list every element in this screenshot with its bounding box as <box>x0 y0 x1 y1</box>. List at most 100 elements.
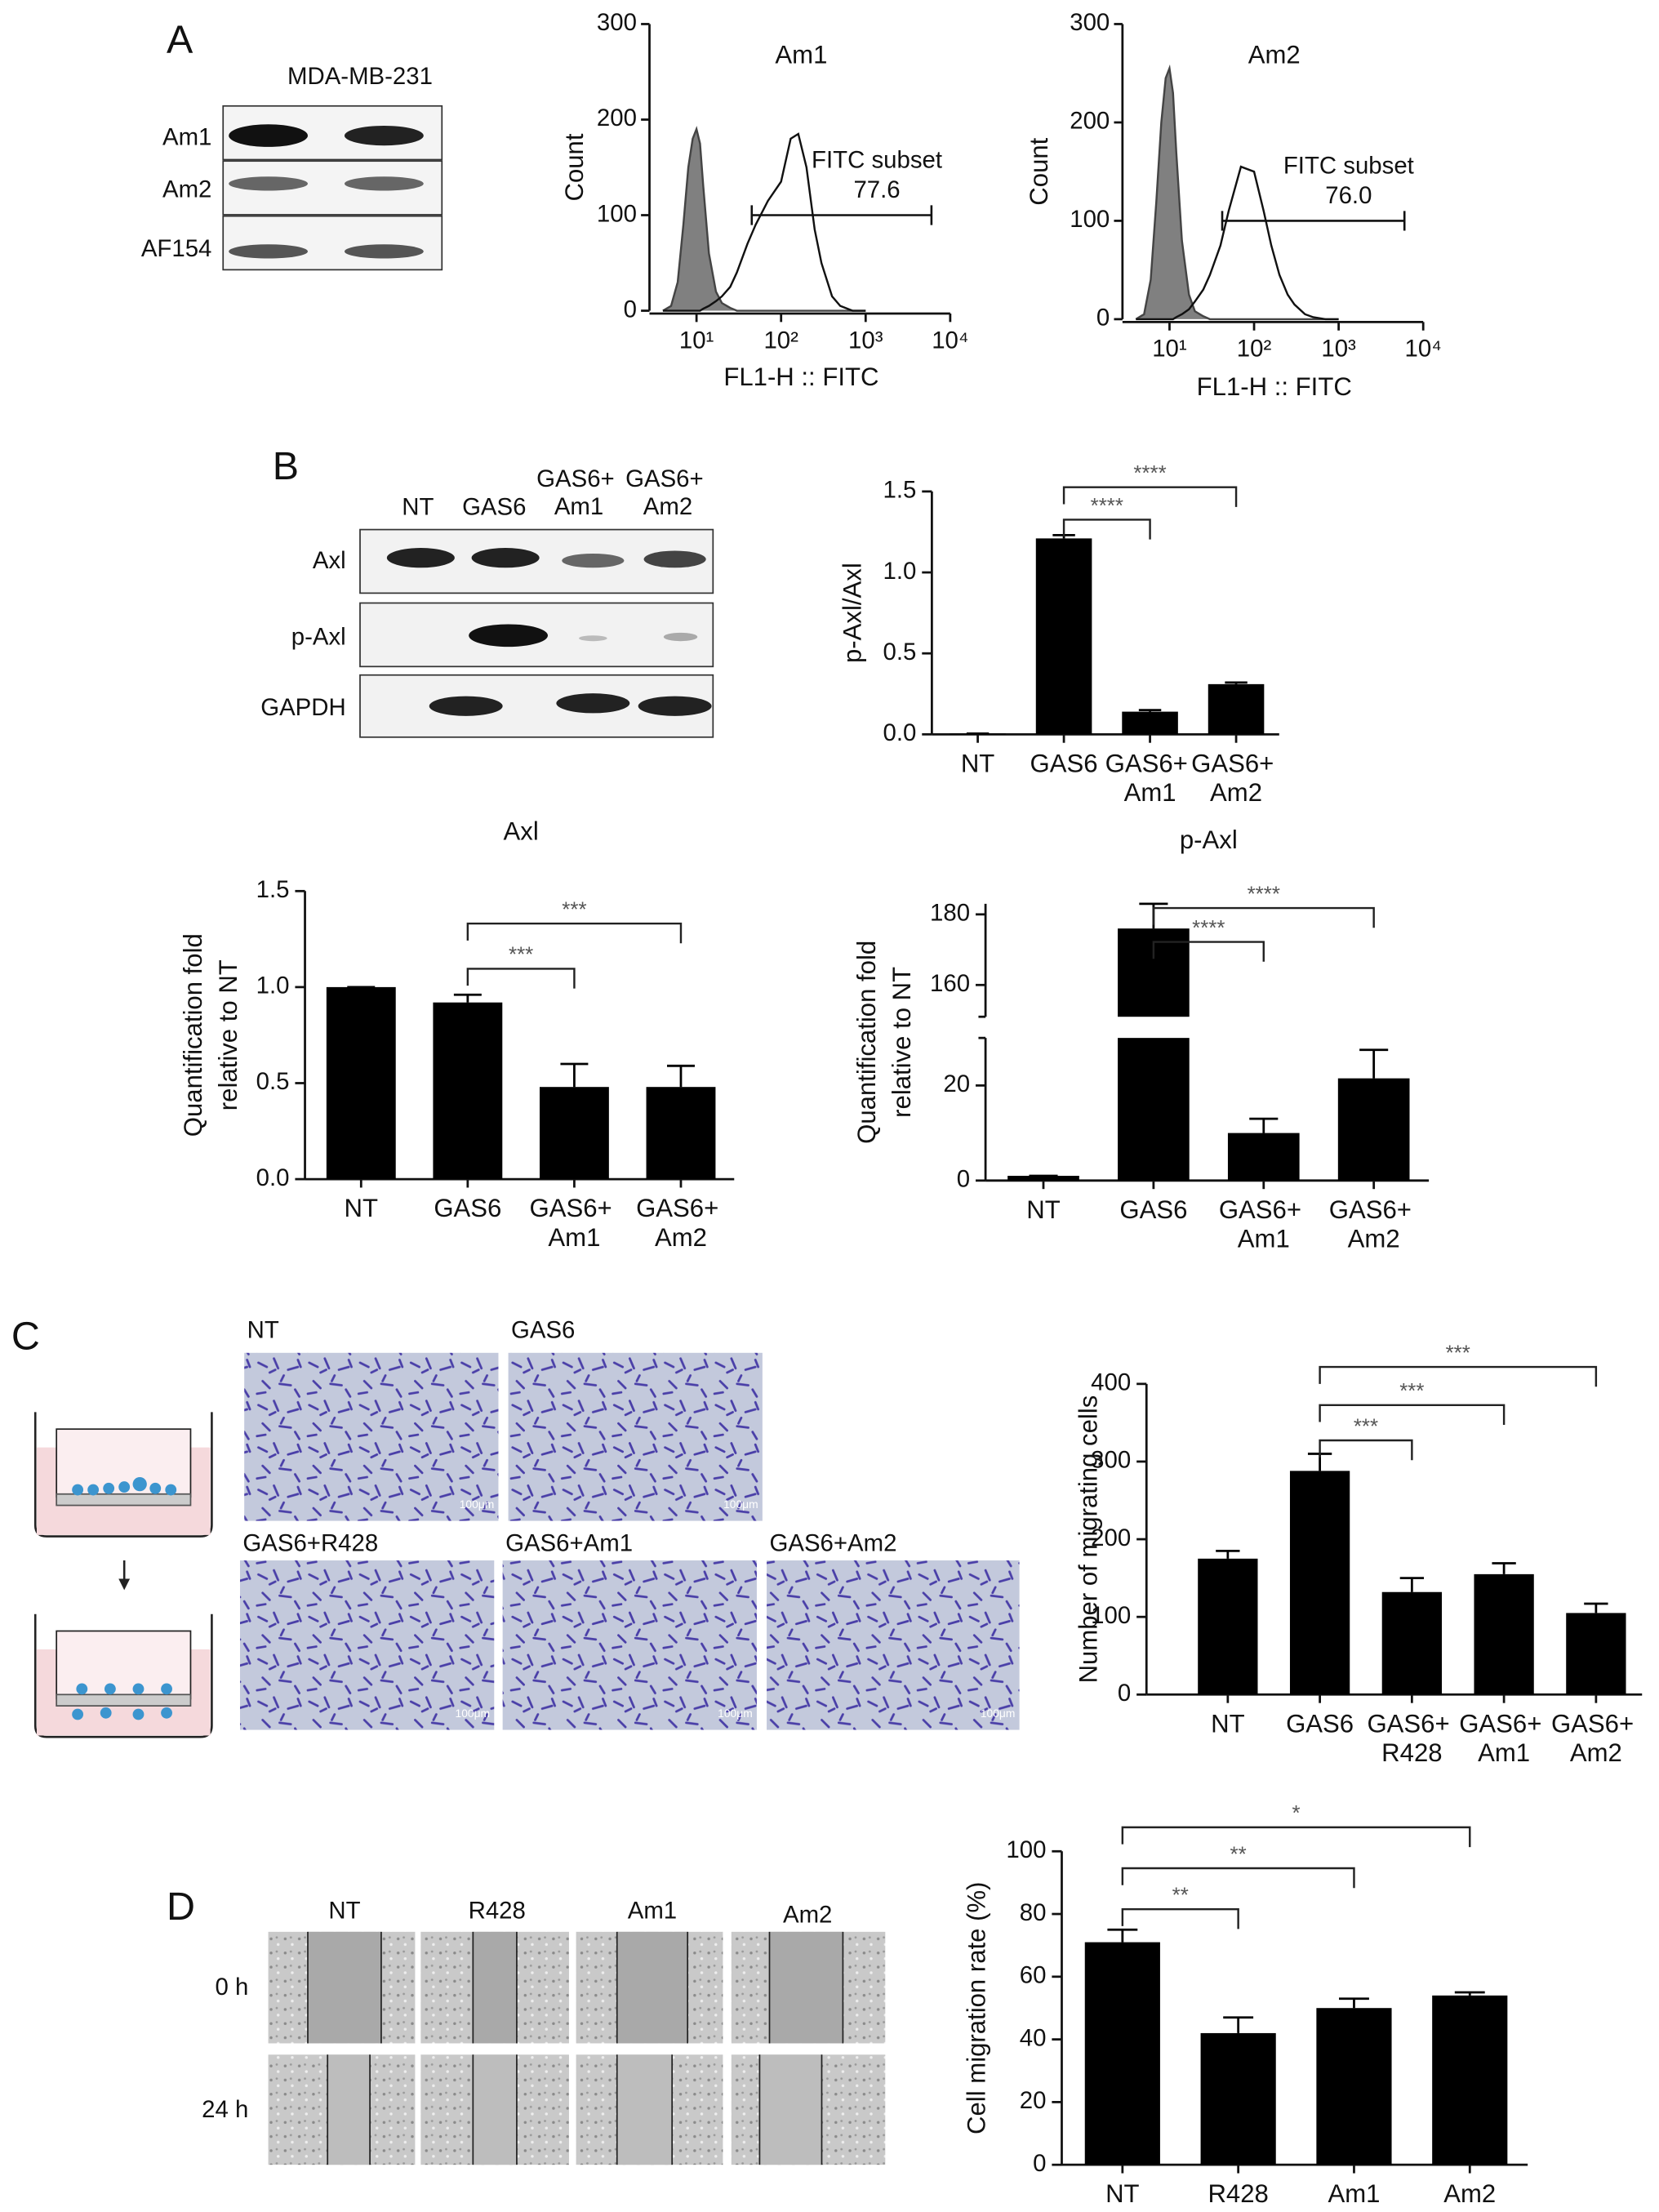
y-tick-label: 100 <box>597 200 637 227</box>
gate <box>750 205 933 225</box>
y-tick-label: 100 <box>1091 1602 1131 1629</box>
error-bar <box>1492 1562 1516 1574</box>
panel-label: B <box>273 444 299 488</box>
chart-title: Axl <box>504 817 539 846</box>
image-column-label: Am1 <box>628 1897 677 1924</box>
y-tick-label: 0 <box>1096 305 1110 332</box>
panel-label: A <box>167 18 193 62</box>
wound-gap <box>327 2054 371 2165</box>
y-tick-label: 80 <box>1020 1899 1047 1926</box>
y-tick-label: 0 <box>624 296 637 323</box>
bar <box>1432 1995 1508 2165</box>
y-tick-label: 300 <box>1091 1447 1131 1474</box>
panel-label: C <box>11 1314 40 1358</box>
chart-title: Am1 <box>775 40 827 69</box>
y-tick-label: 200 <box>597 105 637 131</box>
x-tick-label: NT <box>1026 1195 1060 1224</box>
image-label: GAS6+Am1 <box>505 1530 633 1557</box>
error-bar <box>1216 1549 1240 1559</box>
significance-bracket <box>1121 1867 1355 1889</box>
y-tick-label: 0.5 <box>256 1068 290 1095</box>
y-tick-label: 0.0 <box>256 1164 290 1191</box>
x-tick-label: GAS6 <box>1119 1195 1187 1224</box>
error-bar <box>1359 1048 1389 1079</box>
significance-label: **** <box>1192 917 1225 940</box>
error-bar <box>1225 681 1248 684</box>
scale-bar-label: 100μm <box>460 1498 495 1511</box>
x-tick-label: Am1 <box>1328 2179 1380 2208</box>
transwell-images: NT GAS6 GAS6+R428 GAS6+Am1 GAS6+Am2 100μ… <box>239 1317 1020 1730</box>
transwell-diagram <box>33 1412 213 1738</box>
error-bar <box>1399 1577 1425 1592</box>
y-axis-label: Quantification fold <box>852 941 881 1144</box>
y-tick-label: 1.0 <box>883 558 917 585</box>
micrograph <box>508 1352 763 1521</box>
error-bar <box>667 1064 695 1088</box>
scale-bar-label: 100μm <box>456 1707 491 1720</box>
image-column-label: R428 <box>469 1897 526 1924</box>
y-tick-label: 20 <box>943 1070 970 1097</box>
y-axis-label: relative to NT <box>887 967 916 1118</box>
image-label: GAS6+R428 <box>242 1530 378 1557</box>
panel-label: D <box>167 1885 195 1929</box>
scale-bar-label: 100μm <box>718 1707 753 1720</box>
y-tick-label: 300 <box>1070 9 1110 36</box>
x-tick-label: NT <box>345 1194 378 1222</box>
y-tick-label: 0 <box>1033 2150 1046 2177</box>
significance-label: **** <box>1133 462 1166 485</box>
bar <box>1118 1038 1190 1181</box>
band <box>579 635 607 642</box>
y-axis-label: Quantification fold <box>179 933 207 1137</box>
y-tick-label: 100 <box>1006 1836 1046 1863</box>
significance-label: ** <box>1172 1884 1189 1907</box>
blot-row-label: GAPDH <box>260 694 345 721</box>
x-tick-label: GAS6 <box>434 1194 501 1222</box>
image-column-label: NT <box>328 1897 360 1924</box>
bar <box>1337 1078 1410 1181</box>
scale-bar-label: 100μm <box>981 1707 1016 1720</box>
blot-row-label: Am2 <box>162 176 211 203</box>
scale-bar-label: 100μm <box>723 1498 758 1511</box>
x-tick-label: GAS6+ Am2 <box>1551 1710 1641 1768</box>
significance-label: **** <box>1091 495 1123 518</box>
gate-label: FITC subset <box>812 147 942 174</box>
significance-bracket <box>1319 1439 1413 1461</box>
band <box>344 244 424 259</box>
wound-gap <box>616 1931 688 2044</box>
wound-gap <box>769 1931 843 2044</box>
image-row-label: 0 h <box>216 1974 249 2001</box>
x-tick-label: 10¹ <box>1152 336 1187 363</box>
wound-gap <box>473 2054 517 2165</box>
y-axis-label: Number of migrating cells <box>1074 1395 1102 1684</box>
band <box>386 548 455 568</box>
band <box>556 693 630 714</box>
y-tick-label: 200 <box>1091 1524 1131 1551</box>
x-tick-label: NT <box>1211 1710 1244 1738</box>
error-bar <box>1454 1991 1485 1996</box>
y-tick-label: 0.0 <box>883 719 917 746</box>
x-tick-label: GAS6+ Am1 <box>1459 1710 1549 1768</box>
band <box>663 632 698 642</box>
y-tick-label: 60 <box>1020 1962 1047 1989</box>
significance-label: *** <box>1399 1380 1424 1403</box>
y-axis-label: relative to NT <box>214 959 242 1110</box>
blot-row-label: AF154 <box>141 235 212 262</box>
wound-gap <box>759 2054 822 2165</box>
x-tick-label: GAS6 <box>1030 750 1098 778</box>
x-tick-label: 10³ <box>848 327 883 354</box>
histogram-area <box>662 126 866 312</box>
x-tick-label: NT <box>1105 2179 1139 2208</box>
error-bar <box>1138 709 1162 712</box>
blot-column-label: GAS6 <box>462 493 526 520</box>
significance-bracket <box>1062 519 1151 540</box>
micrograph <box>767 1560 1020 1730</box>
micrograph <box>502 1560 757 1730</box>
band <box>469 624 548 648</box>
histogram-line <box>662 132 866 312</box>
bar <box>1084 1942 1160 2165</box>
bar <box>539 1087 609 1180</box>
x-tick-label: Am2 <box>1443 2179 1496 2208</box>
blot-column-label: GAS6+ Am1 <box>536 465 621 520</box>
gate-label: FITC subset <box>1283 152 1414 179</box>
band <box>344 125 424 146</box>
